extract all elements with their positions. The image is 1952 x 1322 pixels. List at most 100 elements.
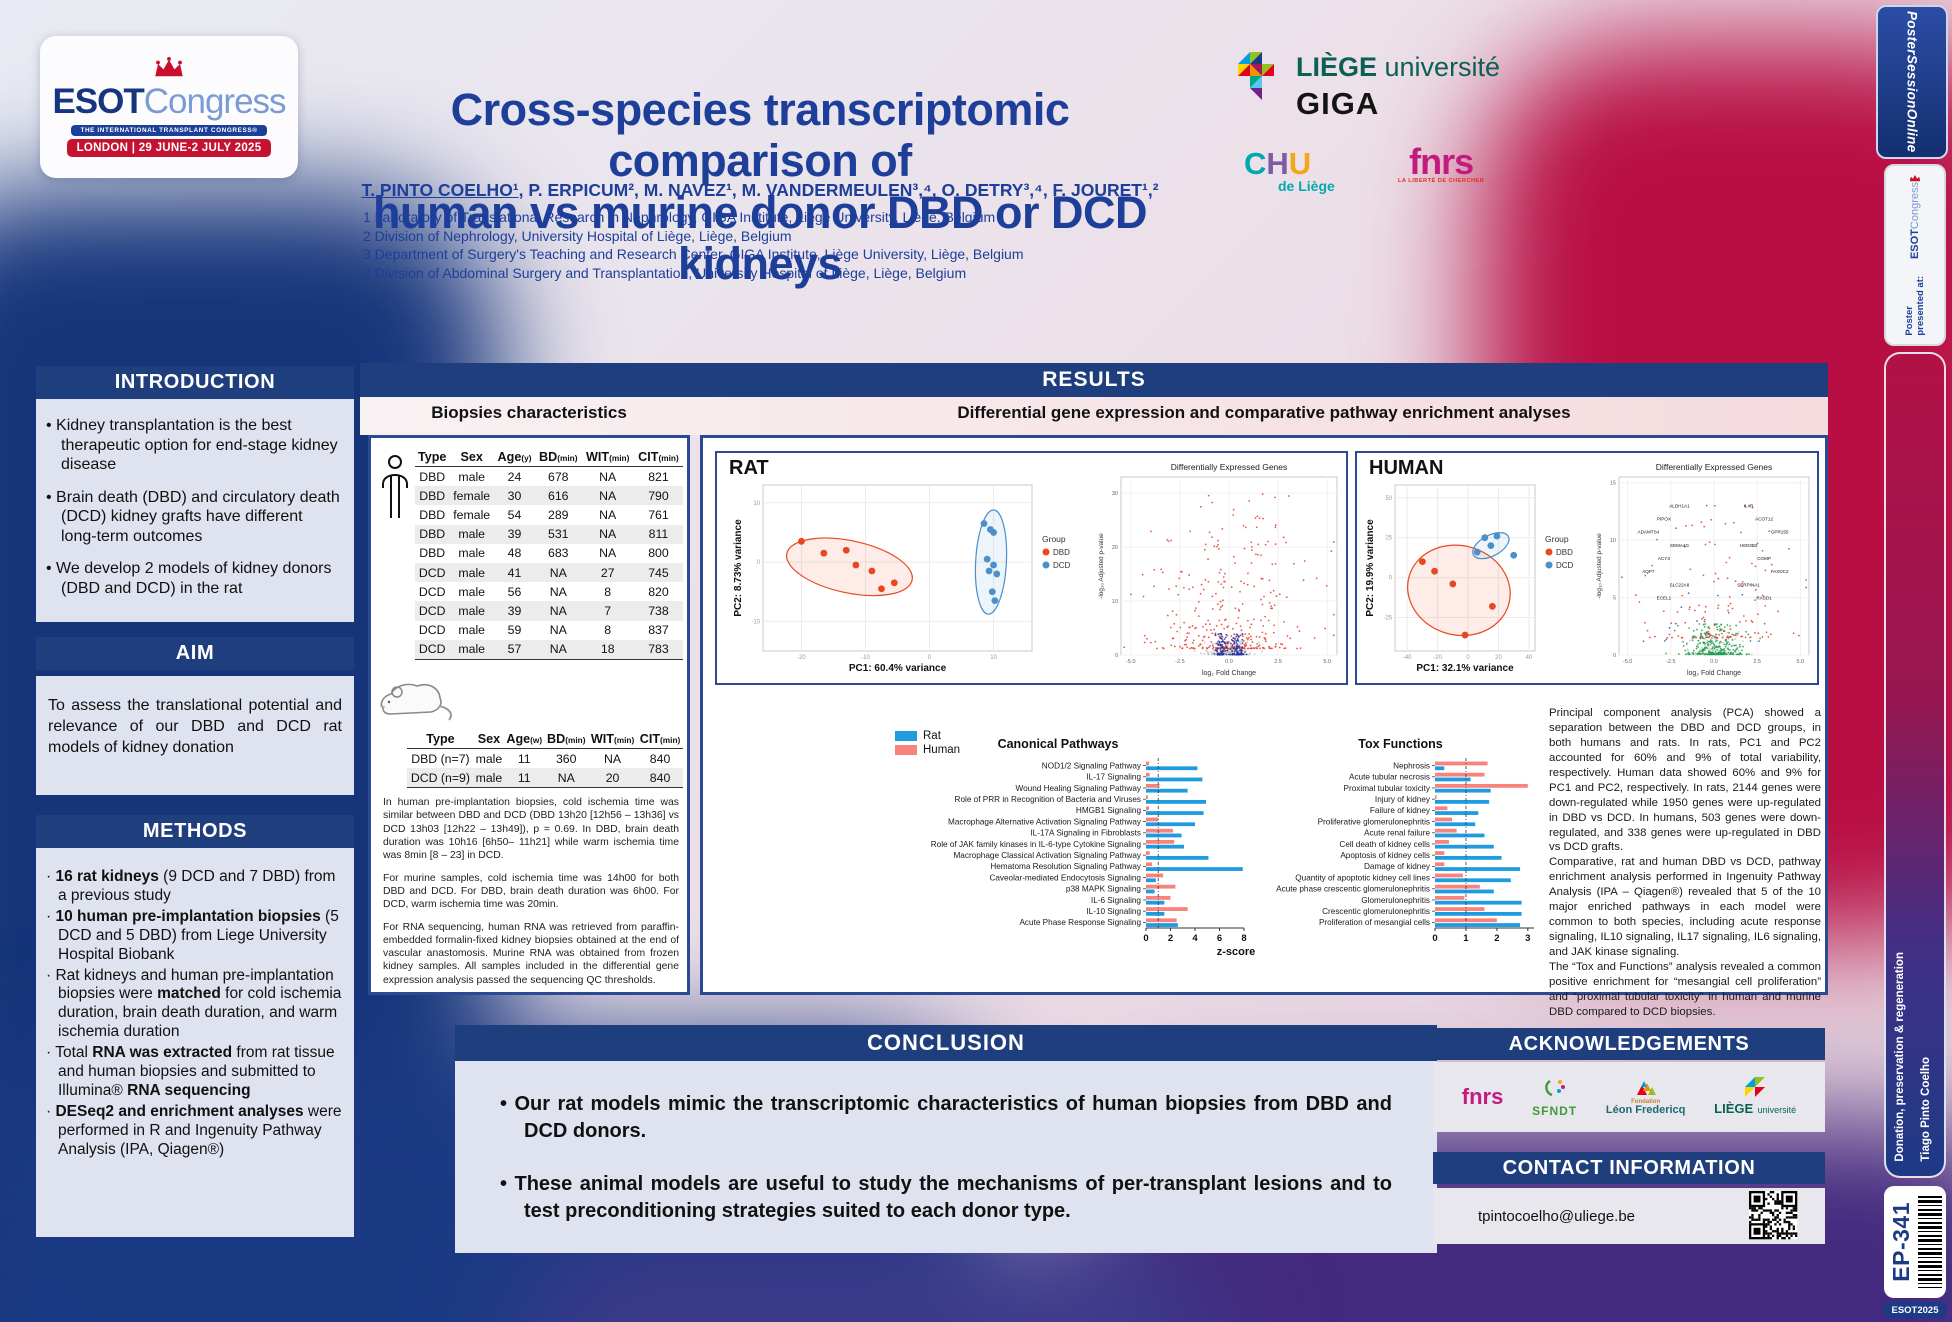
svg-text:ECEL1: ECEL1 [1657, 595, 1672, 600]
biopsies-subtitle: Biopsies characteristics [431, 403, 627, 422]
poster-code: EP-341 [1887, 1202, 1914, 1282]
affiliations: 1 Laboratory of Translational Research i… [363, 208, 1024, 282]
qr-code [1749, 1191, 1798, 1240]
svg-text:0: 0 [1115, 653, 1118, 659]
svg-text:-2.5: -2.5 [1175, 659, 1184, 665]
svg-text:ACOT12: ACOT12 [1755, 516, 1773, 521]
contact-email-link[interactable]: tpintocoelho@uliege.be [1478, 1207, 1636, 1225]
svg-text:FAXDC2: FAXDC2 [1771, 569, 1789, 574]
svg-text:-10: -10 [861, 655, 870, 661]
svg-text:AQP7: AQP7 [1642, 569, 1655, 574]
svg-text:SEMA4G: SEMA4G [1670, 543, 1690, 548]
introduction-list: Kidney transplantation is the best thera… [46, 416, 342, 598]
svg-text:Differentially Expressed Genes: Differentially Expressed Genes [1171, 462, 1288, 472]
svg-text:HSD3B2: HSD3B2 [1740, 543, 1758, 548]
svg-text:30: 30 [1112, 491, 1118, 497]
svg-text:Crescentic glomerulonephritis: Crescentic glomerulonephritis [1322, 907, 1430, 916]
svg-text:Injury of kidney: Injury of kidney [1375, 795, 1431, 804]
svg-text:8: 8 [1241, 933, 1246, 944]
svg-text:-2.5: -2.5 [1666, 659, 1675, 665]
crown-mini-icon [1909, 175, 1921, 182]
poster-code-box: EP-341 [1884, 1186, 1946, 1298]
poster-presented-box: ESOTCongress Poster presented at: [1884, 164, 1946, 346]
rat-swatch [895, 731, 917, 741]
mouse-icon [379, 683, 452, 721]
human-volcano-plot: -5.0 -2.5 0.0 2.5 5.0 0 5 10 15 ALDH1A1 IL4R PIPOX A… [1596, 462, 1810, 677]
introduction-item: Kidney transplantation is the best thera… [46, 416, 342, 475]
tox-functions-chart: Tox Functions Nephrosis Acute tubular necr… [1276, 737, 1534, 944]
acknowledgements-header: ACKNOWLEDGEMENTS [1433, 1028, 1825, 1060]
svg-text:Damage of kidney: Damage of kidney [1364, 862, 1431, 871]
svg-text:SLC22A8: SLC22A8 [1670, 582, 1690, 587]
svg-text:0: 0 [928, 655, 932, 661]
svg-text:PC2: 8.73% variance: PC2: 8.73% variance [733, 519, 744, 617]
svg-text:0.0: 0.0 [1710, 659, 1718, 665]
methods-list: 16 rat kidneys (9 DCD and 7 DBD) from a … [46, 868, 342, 1160]
svg-text:-log₁₀ Adjusted p-value: -log₁₀ Adjusted p-value [1098, 533, 1105, 599]
svg-text:Canonical Pathways: Canonical Pathways [998, 737, 1119, 751]
svg-text:Role of PRR in Recognition of: Role of PRR in Recognition of Bacteria a… [955, 795, 1141, 804]
svg-text:Wound Healing Signaling Pathwa: Wound Healing Signaling Pathway [1016, 784, 1142, 793]
svg-text:Failure of kidney: Failure of kidney [1370, 806, 1431, 815]
svg-text:25: 25 [1385, 536, 1392, 542]
svg-text:HMGB1 Signaling: HMGB1 Signaling [1076, 806, 1142, 815]
svg-text:40: 40 [1526, 655, 1533, 661]
svg-text:-20: -20 [797, 655, 806, 661]
acknowledgements-panel: fnrs SFNDT Fondation Léon Fredericq LIÈG… [1433, 1062, 1825, 1132]
canonical-pathways-chart: Canonical Pathways NOD1/2 Signaling Pathw… [931, 737, 1247, 944]
rat-volcano-plot: -5.0 -2.5 0.0 2.5 5.0 0 10 20 30 Differentially E… [1098, 462, 1338, 677]
session-track-box: Donation, preservation & regeneration Ti… [1884, 352, 1946, 1178]
introduction-header: INTRODUCTION [36, 366, 354, 399]
svg-text:Macrophage Alternative Activat: Macrophage Alternative Activation Signal… [948, 817, 1142, 826]
methods-item: DESeq2 and enrichment analyses were perf… [46, 1103, 342, 1160]
svg-text:-25: -25 [1383, 615, 1392, 621]
svg-text:DBD: DBD [1556, 548, 1573, 557]
species-legend: Rat Human [895, 730, 960, 758]
svg-text:2: 2 [1168, 933, 1173, 944]
svg-text:Nephrosis: Nephrosis [1393, 761, 1430, 770]
biopsies-notes: In human pre-implantation biopsies, cold… [383, 796, 679, 996]
leon-fredericq-icon [1636, 1080, 1656, 1095]
svg-text:Glomerulonephritis: Glomerulonephritis [1361, 896, 1430, 905]
biopsies-panel: Type Sex Age(y) BD(min) WIT(min) CIT(min) DBD m… [368, 435, 690, 995]
fnrs-ack-logo: fnrs [1461, 1084, 1504, 1109]
deg-panel: RAT -20 -10 0 10 -10 0 10 PC1: 60.4% variance PC… [700, 435, 1828, 1018]
svg-text:log₂ Fold Change: log₂ Fold Change [1202, 670, 1256, 677]
svg-text:10: 10 [1112, 599, 1118, 605]
session-track-label: Donation, preservation & regeneration [1894, 952, 1906, 1162]
svg-text:0.0: 0.0 [1225, 659, 1233, 665]
affiliation-1: 1 Laboratory of Translational Research i… [363, 209, 996, 225]
svg-text:10: 10 [990, 655, 997, 661]
svg-text:Quantity of apoptotic kidney c: Quantity of apoptotic kidney cell lines [1295, 873, 1430, 882]
human-biopsies-table: Type Sex Age(y) BD(min) WIT(min) CIT(min) DBD m… [415, 448, 683, 660]
rat-results-box: RAT -20 -10 0 10 -10 0 10 PC1: 60.4% variance PC… [715, 451, 1348, 685]
introduction-panel: Kidney transplantation is the best thera… [36, 399, 354, 622]
svg-text:IL-17 Signaling: IL-17 Signaling [1086, 773, 1141, 782]
svg-text:6: 6 [1217, 933, 1222, 944]
svg-text:Group: Group [1545, 534, 1569, 544]
esot-logo-wordmark: ESOTCongress [52, 82, 286, 121]
human-label: HUMAN [1369, 457, 1444, 479]
poster-session-online-wordmark: PosterSessionOnline [1904, 11, 1920, 153]
deg-subtitle: Differential gene expression and compara… [957, 403, 1571, 422]
svg-text:Apoptosis of kidney cells: Apoptosis of kidney cells [1340, 851, 1430, 860]
human-results-box: HUMAN -40 -20 0 20 40 -25 0 25 50 PC1: 32.1% vari… [1355, 451, 1819, 685]
svg-text:Acute renal failure: Acute renal failure [1364, 829, 1430, 838]
contact-header: CONTACT INFORMATION [1433, 1152, 1825, 1184]
liege-ack-icon [1745, 1077, 1766, 1097]
svg-text:Differentially Expressed Genes: Differentially Expressed Genes [1656, 462, 1773, 472]
svg-text:10: 10 [1610, 538, 1616, 544]
session-author-label: Tiago Pinto Coelho [1920, 1057, 1932, 1162]
poster-title: Cross-species transcriptomic comparison … [372, 84, 1148, 289]
giga-wordmark: GIGA [1296, 86, 1380, 121]
svg-text:-log₁₀ Adjusted p-value: -log₁₀ Adjusted p-value [1596, 533, 1603, 599]
svg-text:Cell death of kidney cells: Cell death of kidney cells [1339, 840, 1430, 849]
results-header: RESULTS [360, 363, 1828, 397]
esot2025-badge: ESOT2025 [1884, 1302, 1946, 1318]
esot-mini-wordmark: ESOTCongress [1909, 182, 1921, 260]
methods-item: Total RNA was extracted from rat tissue … [46, 1044, 342, 1101]
aim-header: AIM [36, 637, 354, 670]
liege-universite-wordmark: LIÈGE université [1296, 52, 1501, 82]
svg-text:1: 1 [1463, 933, 1469, 944]
human-swatch [895, 745, 917, 755]
